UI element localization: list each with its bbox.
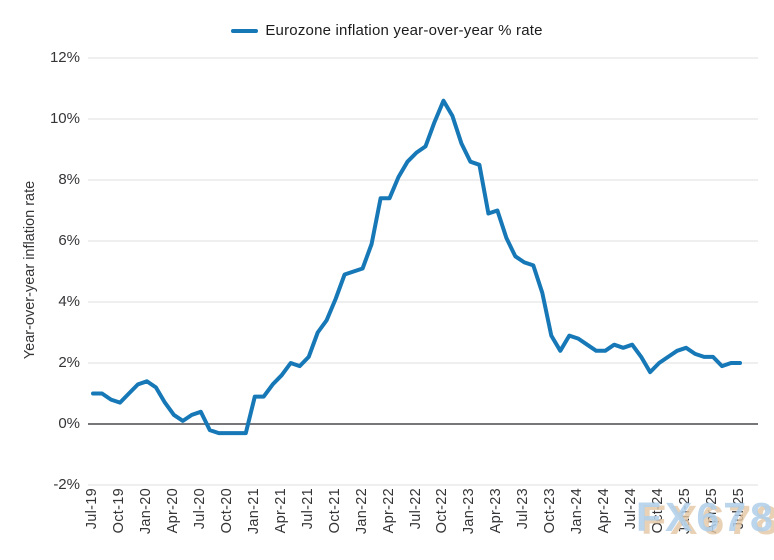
x-tick-label: Oct-24 — [650, 488, 667, 534]
x-tick-label: Jan-21 — [245, 488, 262, 535]
x-tick-label: Oct-22 — [434, 488, 451, 534]
x-tick-label: Jul-25 — [731, 488, 747, 530]
x-tick-label: Jan-22 — [353, 488, 370, 535]
x-tick-label: Apr-21 — [272, 488, 289, 534]
x-tick-label: Jul-23 — [515, 488, 532, 530]
y-tick-label: 4% — [58, 293, 80, 310]
x-tick-label: Jul-22 — [407, 488, 424, 530]
x-tick-label: Jul-19 — [84, 488, 100, 530]
x-tick-label: Oct-19 — [110, 488, 127, 534]
inflation-line-series — [91, 98, 742, 436]
x-tick-label: Jan-23 — [461, 488, 478, 535]
y-tick-label: 8% — [58, 171, 80, 188]
x-tick-label: Jan-24 — [569, 488, 586, 535]
x-tick-label: Jul-24 — [623, 488, 640, 530]
x-tick-label: Apr-22 — [380, 488, 397, 534]
y-tick-label: 12% — [49, 49, 80, 66]
x-tick-label: Apr-23 — [488, 488, 505, 534]
legend-line-swatch — [231, 28, 259, 33]
y-tick-label: 0% — [58, 415, 80, 432]
x-tick-label: Apr-24 — [596, 488, 613, 534]
legend: Eurozone inflation year-over-year % rate — [0, 22, 774, 39]
legend-label: Eurozone inflation year-over-year % rate — [265, 22, 543, 39]
x-tick-label: Jan-20 — [137, 488, 154, 535]
y-tick-label: 10% — [49, 110, 80, 127]
x-tick-label: Oct-21 — [326, 488, 343, 534]
x-tick-label: Jul-20 — [191, 488, 208, 530]
y-tick-label: -2% — [53, 476, 80, 493]
x-tick-label: Oct-20 — [218, 488, 235, 534]
x-tick-label: Apr-20 — [164, 488, 181, 534]
x-tick-label: Apr-25 — [704, 488, 721, 534]
x-tick-label: Jan-25 — [677, 488, 694, 535]
y-tick-label: 6% — [58, 232, 80, 249]
x-tick-label: Oct-23 — [542, 488, 559, 534]
y-tick-label: 2% — [58, 354, 80, 371]
y-axis-title: Year-over-year inflation rate — [22, 180, 38, 360]
x-tick-label: Jul-21 — [299, 488, 316, 530]
